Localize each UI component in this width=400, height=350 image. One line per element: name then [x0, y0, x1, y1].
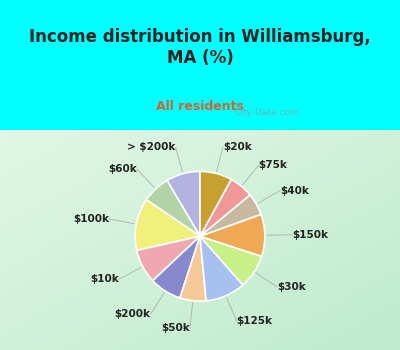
Wedge shape — [200, 214, 265, 256]
Wedge shape — [167, 172, 200, 236]
Wedge shape — [200, 180, 250, 236]
Text: $50k: $50k — [161, 323, 190, 333]
Wedge shape — [146, 181, 200, 236]
Text: $150k: $150k — [292, 230, 328, 240]
Wedge shape — [153, 236, 200, 298]
Text: City-Data.com: City-Data.com — [234, 108, 299, 117]
Text: $200k: $200k — [115, 309, 151, 319]
Text: $60k: $60k — [108, 164, 137, 174]
Text: All residents: All residents — [156, 100, 244, 113]
Wedge shape — [200, 236, 243, 301]
Text: Income distribution in Williamsburg,
MA (%): Income distribution in Williamsburg, MA … — [29, 28, 371, 67]
Wedge shape — [200, 195, 261, 236]
Text: > $200k: > $200k — [127, 142, 176, 152]
Wedge shape — [200, 172, 231, 236]
Text: $30k: $30k — [277, 282, 306, 292]
Text: $100k: $100k — [74, 214, 110, 224]
Wedge shape — [200, 236, 262, 285]
Wedge shape — [180, 236, 206, 301]
Text: $125k: $125k — [236, 316, 272, 326]
Text: $40k: $40k — [280, 186, 309, 196]
Text: $20k: $20k — [223, 142, 252, 152]
Text: $10k: $10k — [90, 274, 119, 284]
Wedge shape — [135, 200, 200, 250]
Wedge shape — [137, 236, 200, 281]
Text: $75k: $75k — [259, 160, 288, 170]
